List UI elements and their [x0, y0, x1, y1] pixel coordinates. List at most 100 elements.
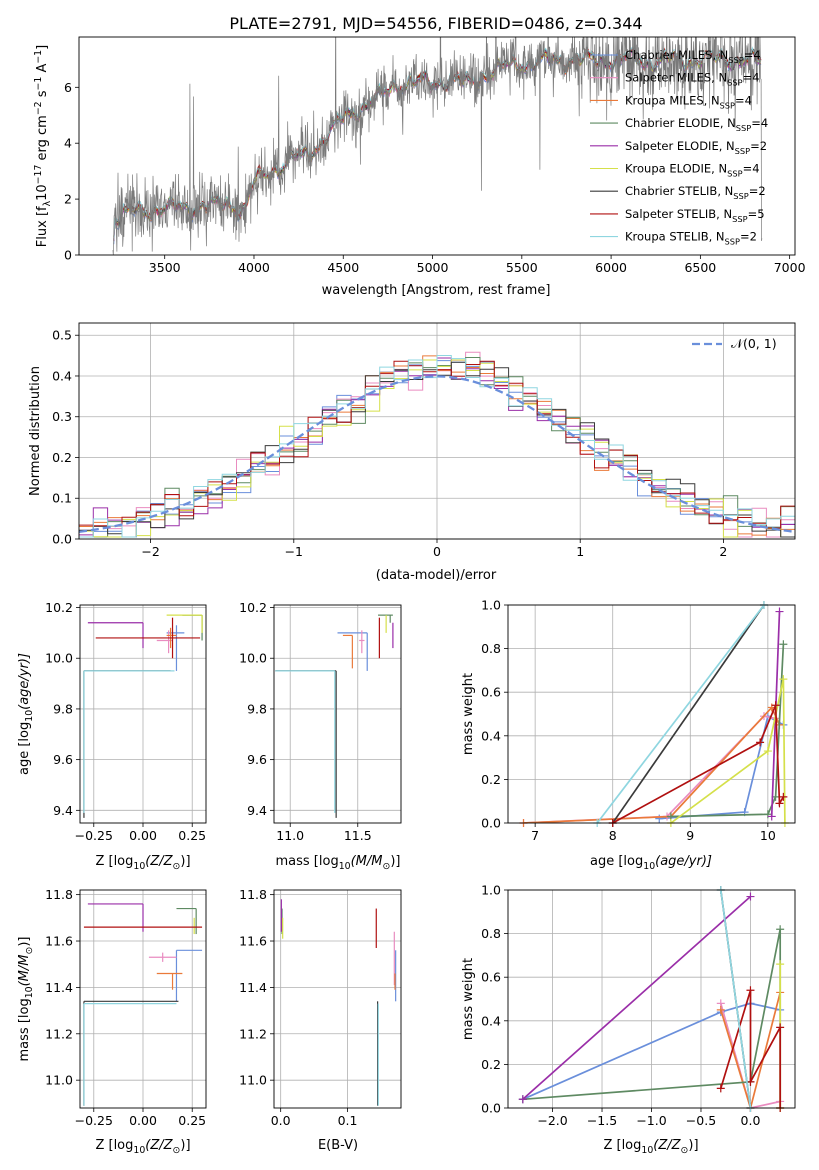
weight_vs_age-xtick-label: 9 [686, 828, 694, 843]
mass_vs_Z-point-kroupa-miles [156, 972, 183, 990]
weight-vs-age-xlabel-part: (age/yr)] [655, 854, 712, 869]
weight-vs-age-xlabel-part: age [log [590, 854, 643, 869]
weight_vs_Z-ytick-label: 0.6 [481, 970, 501, 985]
spectrum-xtick-label: 6000 [595, 260, 627, 275]
spectrum-ytick-label: 0 [64, 248, 72, 263]
spectrum-axes: 3500 4000 4500 5000 5500 6000 6500 7000 0 2 4 6 [64, 80, 806, 275]
spectrum-ytick-label: 4 [64, 136, 72, 151]
weight_vs_age-ytick-label: 1.0 [481, 598, 501, 613]
legend-label-chabrier-miles-part: SSP [728, 55, 743, 65]
age-vs-z-xlabel: Z [log10(Z/Z⊙)] [95, 854, 190, 872]
mass-vs-z-xlabel: Z [log10(Z/Z⊙)] [95, 1138, 190, 1156]
legend-label-salpeter-miles-part: Salpeter MILES, N [625, 71, 727, 85]
weight_vs_age-ytick-label: 0.6 [481, 685, 501, 700]
age-vs-z-ylabel-part: (age/yr)] [17, 653, 32, 710]
mass_vs_Z-ytick-label: 11.4 [45, 980, 73, 995]
age_vs_Z-point-kroupa-elodie [166, 614, 203, 633]
age_vs_Z-point-salpeter-miles [156, 630, 173, 654]
legend-label-salpeter-stelib-part: Salpeter STELIB, N [625, 207, 732, 221]
spectrum-xlabel: wavelength [Angstrom, rest frame] [322, 283, 551, 298]
age_vs_mass-axes: 11.0 11.5 9.4 9.6 9.8 10.0 10.2 [239, 600, 401, 843]
weight_vs_age-series-chabrier-stelib [612, 605, 765, 823]
mass_vs_ebv-ytick-label: 11.0 [239, 1073, 267, 1088]
weight_vs_Z-marker-chabrier-elodie [776, 925, 785, 934]
weight_vs_Z-series-kroupa-stelib [719, 890, 752, 1108]
legend-label-kroupa-miles: Kroupa MILES, NSSP=4 [625, 93, 752, 110]
age-vs-mass-xlabel-part: 10 [339, 861, 351, 872]
age-vs-z-ylabel-part: 10 [24, 710, 35, 722]
legend-label-salpeter-elodie-part: Salpeter ELODIE, N [625, 139, 735, 153]
legend-label-chabrier-elodie-part: SSP [736, 123, 751, 133]
mass_vs_Z-xtick-label: 0.25 [178, 1113, 206, 1128]
weight_vs_age-marker-chabrier-miles [655, 814, 664, 823]
weight_vs_age-ytick-label: 0.8 [481, 641, 501, 656]
residuals-ytick-label: 0.5 [52, 328, 72, 343]
legend-label-chabrier-stelib-part: SSP [733, 191, 748, 201]
mass_vs_Z-xtick-label: −0.25 [75, 1113, 113, 1128]
mass_vs_ebv-ytick-label: 11.6 [239, 934, 267, 949]
residuals-ytick-label: 0.3 [52, 409, 72, 424]
weight_vs_Z-xtick-label: −0.5 [686, 1113, 716, 1128]
age_vs_Z-point-salpeter-elodie [87, 622, 144, 649]
mass-vs-z-xlabel-part: 10 [133, 1145, 145, 1156]
mass_vs_Z-point-chabrier-miles [175, 949, 203, 1002]
spectrum-ylabel-part: 10 [35, 184, 50, 201]
weight_vs_Z-marker-salpeter-stelib [776, 1023, 785, 1032]
mass-vs-z-xlabel-part: ⊙ [173, 1145, 181, 1156]
residuals-ytick-label: 0.1 [52, 491, 72, 506]
weight_vs_Z-xtick-label: −1.5 [587, 1113, 617, 1128]
residuals-xtick-label: 0 [433, 544, 441, 559]
spectrum-ylabel-part: A [35, 64, 50, 77]
mass-vs-z-xlabel-part: )] [180, 1138, 190, 1153]
mass-vs-z-ylabel-part: mass [log [17, 998, 32, 1061]
age_vs_Z-ytick-label: 9.8 [53, 701, 73, 716]
age_vs_mass-point-salpeter-miles [359, 630, 365, 654]
age-vs-mass-xlabel: mass [log10(M/M⊙)] [276, 854, 401, 872]
spectrum-xtick-label: 7000 [774, 260, 806, 275]
weight_vs_Z-frame [507, 889, 796, 1109]
weight-vs-age-xlabel: age [log10(age/yr)] [590, 854, 712, 872]
weight_vs_age-marker-salpeter-stelib [775, 799, 784, 808]
weight_vs_Z-marker-salpeter-elodie [746, 892, 755, 901]
mass_vs_Z-xtick-label: 0.00 [129, 1113, 157, 1128]
spectrum-ylabel-part: −2 [33, 101, 44, 115]
legend-label-chabrier-stelib-part: =2 [749, 184, 766, 198]
residuals-ytick-label: 0.2 [52, 450, 72, 465]
residuals-frame [78, 322, 796, 540]
age_vs_Z-ytick-label: 10.0 [45, 651, 73, 666]
weight_vs_age-series-kroupa-miles [523, 705, 781, 823]
mass_vs_ebv-xtick-label: 0.0 [271, 1113, 291, 1128]
weight_vs_age-marker-salpeter-stelib [771, 701, 780, 710]
weight_vs_age-marker-chabrier-elodie [763, 810, 772, 819]
weight_vs_age-marker-salpeter-stelib [779, 792, 788, 801]
weight_vs_age-frame [507, 604, 796, 824]
weight-vs-z-xlabel: Z [log10(Z/Z⊙)] [603, 1138, 698, 1156]
legend-label-kroupa-miles-part: =4 [735, 93, 752, 107]
weight_vs_Z-marker-salpeter-elodie [518, 1095, 527, 1104]
weight-vs-z-xlabel-part: 10 [641, 1145, 653, 1156]
legend-label-chabrier-elodie: Chabrier ELODIE, NSSP=4 [625, 116, 768, 133]
weight_vs_Z-marker-salpeter-stelib [716, 1084, 725, 1093]
residuals-xtick-label: 1 [576, 544, 584, 559]
weight_vs_age-series-chabrier-elodie [670, 644, 785, 818]
weight_vs_age-marker-kroupa-elodie [763, 747, 772, 756]
age_vs_Z-ytick-label: 10.2 [45, 600, 73, 615]
legend-label-salpeter-stelib-part: SSP [732, 214, 747, 224]
legend-label-chabrier-miles-part: =4 [744, 48, 761, 62]
weight_vs_Z-marker-salpeter-stelib [746, 986, 755, 995]
age-vs-z-xlabel-part: Z [log [95, 854, 133, 869]
residuals-xlabel: (data-model)/error [376, 568, 497, 583]
spectrum-ylabel-part: −17 [33, 165, 44, 185]
mass-vs-z-xlabel-part: Z [log [95, 1138, 133, 1153]
mass_vs_ebv-ytick-label: 11.4 [239, 980, 267, 995]
spectrum-xtick-label: 5500 [506, 260, 538, 275]
weight_vs_Z-ytick-label: 0.8 [481, 926, 501, 941]
legend-label-chabrier-elodie-part: Chabrier ELODIE, N [625, 116, 736, 130]
residuals-ylabel: Normed distribution [28, 366, 43, 496]
mass_vs_Z-axes: −0.25 0.00 0.25 11.0 11.2 11.4 11.6 11.8 [45, 887, 206, 1128]
weight_vs_Z-xtick-label: 0.0 [741, 1113, 761, 1128]
age_vs_mass-ytick-label: 10.0 [239, 651, 267, 666]
mass_vs_ebv-frame [273, 889, 402, 1109]
age_vs_mass-ytick-label: 9.4 [247, 803, 267, 818]
age-vs-z-ylabel: age [log10(age/yr)] [17, 653, 35, 775]
